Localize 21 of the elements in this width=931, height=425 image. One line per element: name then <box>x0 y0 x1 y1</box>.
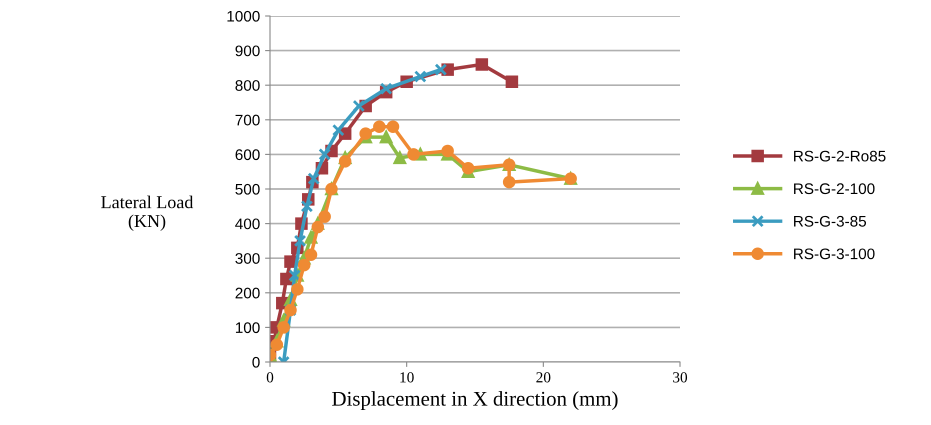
legend-label: RS-G-3-100 <box>794 248 875 260</box>
x-tick-label: 0 <box>266 372 274 382</box>
y-tick-label: 200 <box>236 288 260 298</box>
y-tick-label: 700 <box>236 114 260 126</box>
y-tick-label: 0 <box>252 356 260 368</box>
y-tick-label: 500 <box>235 184 260 195</box>
x-tick-label: 10 <box>400 372 414 382</box>
legend-label: RS-G-3-85 <box>794 216 866 227</box>
y-tick-label: 900 <box>236 45 260 56</box>
x-tick-label: 30 <box>673 372 688 382</box>
y-tick-label: 300 <box>235 253 260 264</box>
y-tick-label: 400 <box>235 218 260 230</box>
y-tick-label: 800 <box>235 80 260 91</box>
y-tick-label: 600 <box>236 149 260 160</box>
legend-label: RS-G-2-Ro85 <box>794 150 886 162</box>
y-tick-label: 100 <box>236 322 260 334</box>
x-tick-label: 20 <box>536 372 550 382</box>
y-tick-label: 1000 <box>227 10 260 22</box>
legend-label: RS-G-2-100 <box>794 183 875 194</box>
x-axis-title: Displacement in X direction (mm) <box>332 391 618 410</box>
y-axis-title: Lateral Load (KN) <box>101 196 194 231</box>
